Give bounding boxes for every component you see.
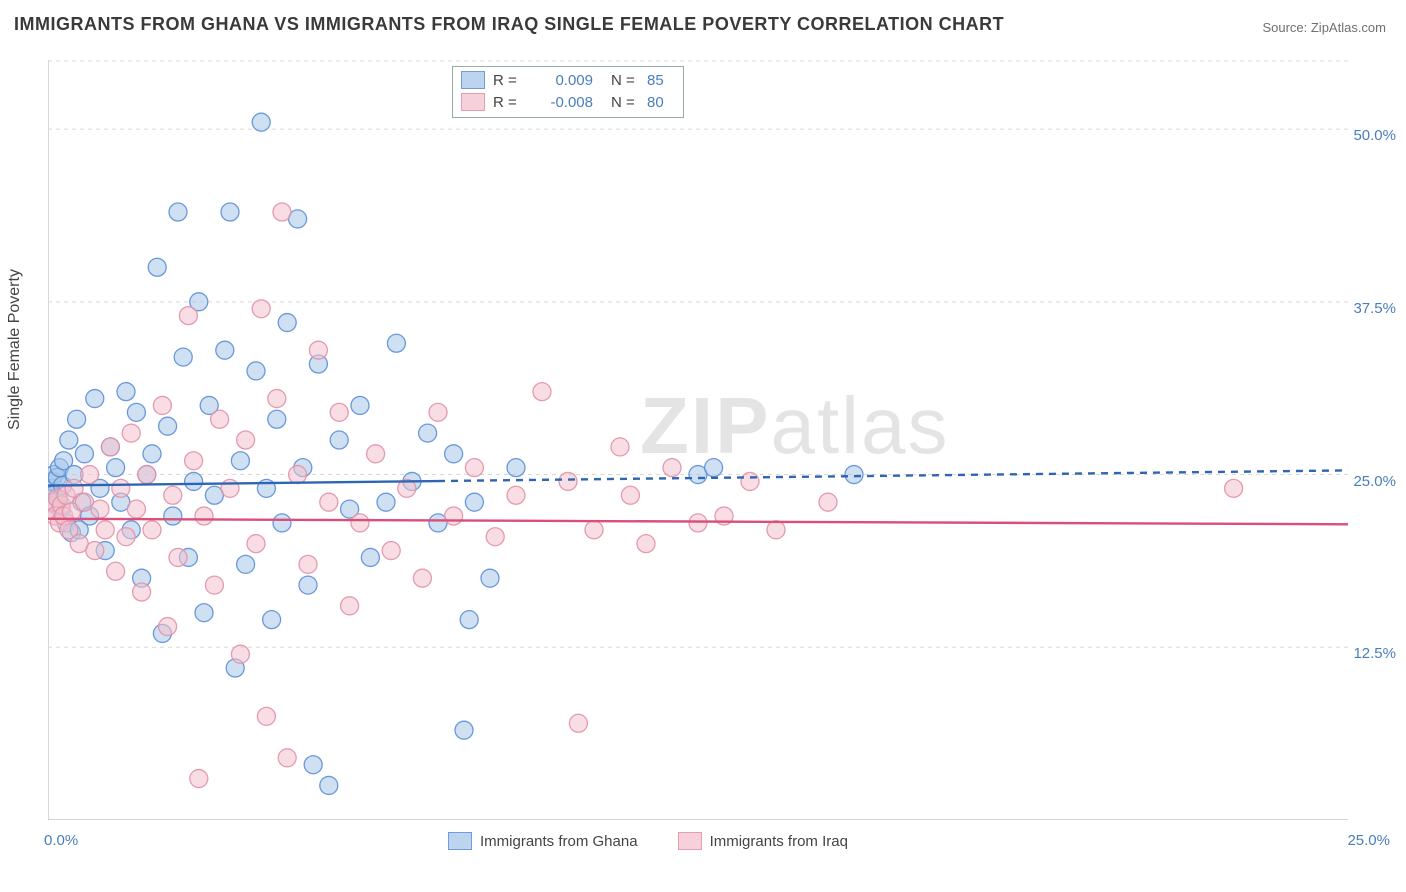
n-label: N = xyxy=(611,72,639,89)
series-name-ghana: Immigrants from Ghana xyxy=(480,833,638,850)
swatch-iraq xyxy=(461,93,485,111)
y-axis-label: Single Female Poverty xyxy=(6,269,24,430)
legend-row-ghana: R = 0.009 N = 85 xyxy=(461,69,675,91)
n-value-iraq: 80 xyxy=(647,94,675,111)
r-label: R = xyxy=(493,94,525,111)
correlation-legend: R = 0.009 N = 85 R = -0.008 N = 80 xyxy=(452,66,684,118)
n-value-ghana: 85 xyxy=(647,72,675,89)
r-value-ghana: 0.009 xyxy=(533,72,593,89)
y-tick: 50.0% xyxy=(1353,127,1396,144)
n-label: N = xyxy=(611,94,639,111)
series-name-iraq: Immigrants from Iraq xyxy=(710,833,848,850)
source-attribution: Source: ZipAtlas.com xyxy=(1262,20,1386,35)
x-tick-max: 25.0% xyxy=(1347,832,1390,849)
legend-item-iraq: Immigrants from Iraq xyxy=(678,832,848,850)
series-legend: Immigrants from Ghana Immigrants from Ir… xyxy=(448,832,848,850)
swatch-iraq xyxy=(678,832,702,850)
y-tick: 25.0% xyxy=(1353,473,1396,490)
x-tick-min: 0.0% xyxy=(44,832,78,849)
swatch-ghana xyxy=(448,832,472,850)
legend-row-iraq: R = -0.008 N = 80 xyxy=(461,91,675,113)
source-label: Source: xyxy=(1262,20,1310,35)
r-label: R = xyxy=(493,72,525,89)
chart-title: IMMIGRANTS FROM GHANA VS IMMIGRANTS FROM… xyxy=(14,14,1004,35)
y-tick: 37.5% xyxy=(1353,300,1396,317)
r-value-iraq: -0.008 xyxy=(533,94,593,111)
y-tick: 12.5% xyxy=(1353,645,1396,662)
legend-item-ghana: Immigrants from Ghana xyxy=(448,832,638,850)
swatch-ghana xyxy=(461,71,485,89)
watermark: ZIPatlas xyxy=(640,380,949,472)
source-link[interactable]: ZipAtlas.com xyxy=(1311,20,1386,35)
